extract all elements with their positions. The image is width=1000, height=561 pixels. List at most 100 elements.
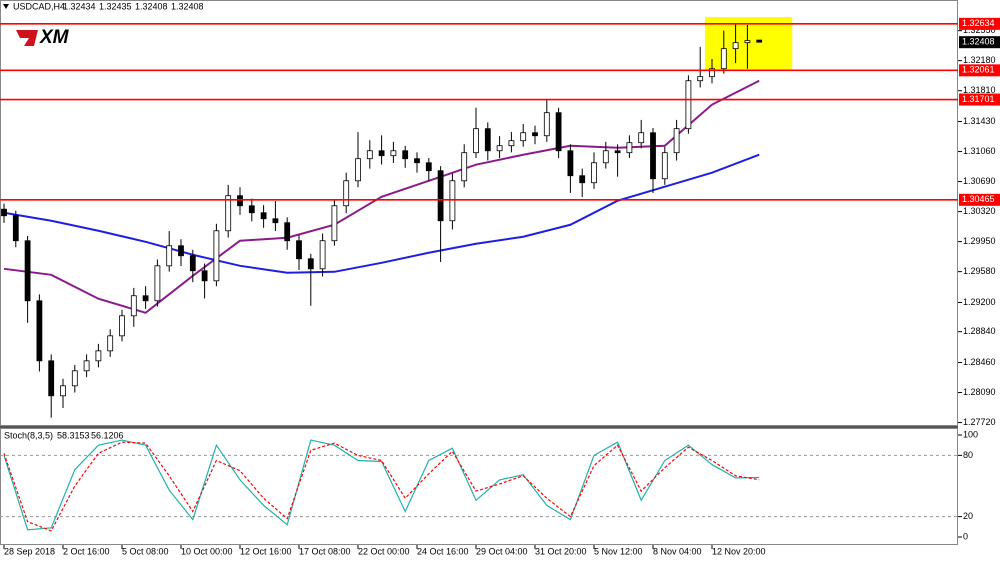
- candle-body: [95, 350, 102, 362]
- candle-body: [579, 175, 586, 184]
- candle-body: [60, 385, 66, 397]
- candle-body: [484, 128, 491, 152]
- candle-body: [591, 162, 597, 184]
- candle-body: [178, 245, 184, 257]
- candle-body: [378, 150, 385, 157]
- y-tick-label: 1.28090: [963, 387, 996, 397]
- candle-body: [709, 68, 715, 78]
- candle-body: [602, 150, 609, 164]
- y-tick-label: 80: [963, 450, 973, 460]
- level-label: 1.31701: [962, 94, 995, 104]
- candle-body: [24, 240, 31, 302]
- candle-body: [425, 162, 432, 172]
- candle-body: [237, 195, 243, 207]
- candle-body: [296, 240, 302, 260]
- candle-body: [366, 150, 373, 160]
- candle-body: [685, 80, 692, 130]
- candle-body: [461, 152, 468, 182]
- candle-body: [142, 295, 149, 302]
- y-tick-label: 1.28840: [963, 326, 996, 336]
- candle-body: [213, 230, 220, 282]
- candle-body: [437, 170, 444, 222]
- candle-body: [638, 132, 645, 144]
- candle-body: [614, 150, 621, 154]
- x-tick-label: 17 Oct 08:00: [299, 546, 351, 556]
- level-label-box: [959, 64, 1000, 77]
- stoch-value: 58.3153: [57, 430, 90, 440]
- candle-body: [83, 360, 90, 372]
- y-tick-label: 100: [963, 429, 978, 439]
- y-tick-label: 1.27720: [963, 417, 996, 427]
- candle-body: [48, 360, 55, 397]
- candle-body: [284, 222, 291, 242]
- candle-body: [355, 158, 361, 182]
- header-low: 1.32408: [135, 1, 168, 11]
- candle-body: [508, 140, 515, 147]
- candle-body: [319, 240, 326, 270]
- candle-body: [520, 132, 527, 142]
- y-tick-label: 20: [963, 511, 973, 521]
- x-tick-label: 29 Oct 04:00: [476, 546, 528, 556]
- header-open: 1.32434: [63, 1, 96, 11]
- y-tick-label: 1.28460: [963, 357, 996, 367]
- candle-body: [543, 112, 550, 137]
- symbol-icon: [3, 4, 9, 9]
- candle-body: [661, 152, 668, 180]
- candle-body: [1, 208, 7, 217]
- candle-body: [567, 150, 574, 177]
- candle-body: [201, 270, 208, 282]
- candle-body: [225, 195, 232, 232]
- stoch-title: Stoch(8,3,5): [4, 430, 53, 440]
- x-tick-label: 12 Nov 20:00: [712, 546, 766, 556]
- stoch-line: [3, 441, 760, 532]
- candle-body: [697, 76, 704, 82]
- candle-body: [673, 128, 680, 154]
- candle-body: [626, 142, 633, 154]
- y-tick-label: 1.32180: [963, 55, 996, 65]
- candle-body: [650, 132, 656, 180]
- candle-body: [343, 180, 350, 207]
- candle-body: [307, 258, 314, 270]
- y-tick-label: 1.30320: [963, 206, 996, 216]
- level-label: 1.32061: [962, 65, 995, 75]
- level-label-box: [959, 93, 1000, 106]
- level-label-box: [959, 17, 1000, 30]
- x-tick-label: 28 Sep 2018: [4, 546, 55, 556]
- x-tick-label: 22 Oct 00:00: [358, 546, 410, 556]
- candle-body: [720, 48, 727, 70]
- logo-text: XM: [39, 27, 70, 48]
- x-tick-label: 24 Oct 16:00: [417, 546, 469, 556]
- y-tick-label: 1.31810: [963, 85, 996, 95]
- candle-body: [36, 300, 43, 362]
- candle-body: [496, 145, 503, 152]
- y-tick-label: 0: [963, 531, 968, 541]
- main-panel: [0, 0, 958, 426]
- symbol-label: USDCAD,H4: [13, 1, 65, 11]
- candle-body: [260, 212, 267, 220]
- x-tick-label: 31 Oct 20:00: [535, 546, 587, 556]
- x-tick-label: 8 Nov 04:00: [653, 546, 702, 556]
- highlight-zone: [704, 17, 793, 71]
- level-label-box: [959, 193, 1000, 206]
- y-tick-label: 1.31430: [963, 116, 996, 126]
- candle-body: [555, 112, 562, 152]
- stoch-line: [3, 439, 760, 531]
- candle-body: [756, 39, 763, 43]
- current-price-label: 1.32408: [962, 37, 995, 47]
- stoch-panel: [0, 428, 958, 545]
- moving-average: [3, 153, 760, 274]
- candle-body: [166, 245, 173, 267]
- candle-body: [732, 42, 739, 50]
- level-label: 1.30465: [962, 194, 995, 204]
- candle-body: [119, 315, 125, 337]
- candle-body: [12, 215, 19, 242]
- x-tick-label: 12 Oct 16:00: [240, 546, 292, 556]
- candle-body: [473, 128, 479, 154]
- y-tick-label: 1.32550: [963, 25, 996, 35]
- candle-body: [107, 335, 114, 352]
- candle-body: [272, 218, 279, 224]
- candle-body: [402, 150, 409, 160]
- logo-mark: [16, 30, 38, 46]
